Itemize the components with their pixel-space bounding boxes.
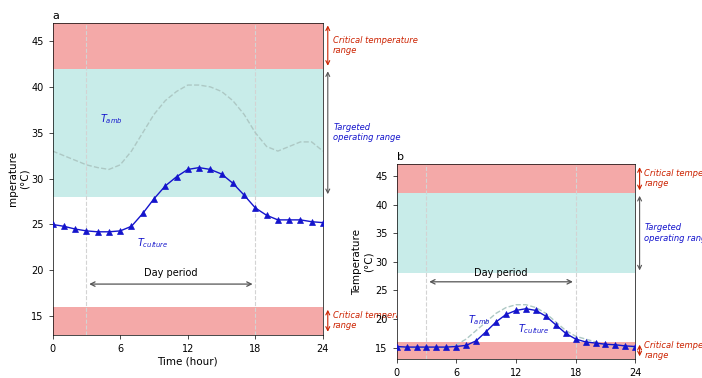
Text: Critical temperature
range: Critical temperature range xyxy=(644,169,702,189)
Text: $T_{amb}$: $T_{amb}$ xyxy=(100,112,123,126)
Text: $T_{culture}$: $T_{culture}$ xyxy=(137,236,168,250)
Bar xyxy=(397,342,635,359)
X-axis label: Time (hour): Time (hour) xyxy=(157,356,218,366)
Text: $T_{amb}$: $T_{amb}$ xyxy=(468,313,491,327)
Bar xyxy=(397,193,635,273)
Bar xyxy=(53,307,323,335)
Text: Targeted
operating range: Targeted operating range xyxy=(333,123,401,143)
Bar xyxy=(53,68,323,197)
Text: Critical temperature
range: Critical temperature range xyxy=(644,341,702,360)
Text: Targeted
operating range: Targeted operating range xyxy=(644,223,702,243)
Y-axis label: mperature
(°C): mperature (°C) xyxy=(8,151,29,206)
Bar xyxy=(53,23,323,68)
Text: b: b xyxy=(397,152,404,162)
Text: Day period: Day period xyxy=(475,268,528,278)
Y-axis label: Temperature
(°C): Temperature (°C) xyxy=(352,229,373,295)
Text: Critical temperature
range: Critical temperature range xyxy=(333,36,418,55)
Bar xyxy=(397,164,635,193)
Text: a: a xyxy=(53,11,60,20)
Text: Day period: Day period xyxy=(144,268,198,278)
Text: $T_{culture}$: $T_{culture}$ xyxy=(518,322,550,336)
Text: Critical temperature
range: Critical temperature range xyxy=(333,311,418,330)
